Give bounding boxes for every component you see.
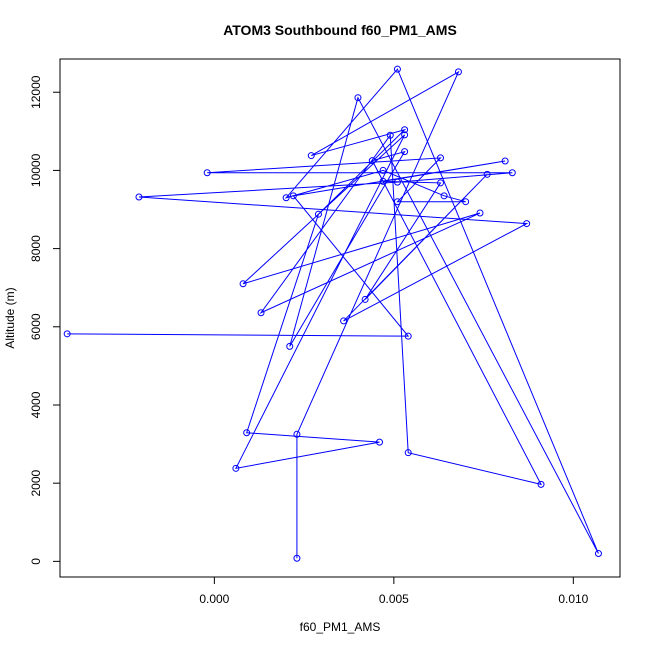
x-tick-label: 0.000 xyxy=(199,592,229,606)
data-point xyxy=(282,194,290,202)
data-point xyxy=(379,166,387,174)
data-point xyxy=(476,209,484,217)
data-point xyxy=(437,179,445,187)
data-point xyxy=(135,193,143,201)
series-line xyxy=(67,68,599,559)
data-point xyxy=(361,295,369,303)
data-point xyxy=(404,449,412,457)
y-tick-label: 8000 xyxy=(29,235,43,262)
series-layer xyxy=(63,65,602,562)
data-point xyxy=(454,68,462,76)
data-point xyxy=(354,94,362,102)
data-point xyxy=(63,330,71,338)
data-point xyxy=(437,154,445,162)
data-point xyxy=(393,198,401,206)
data-point xyxy=(462,198,470,206)
chart-title: ATOM3 Southbound f60_PM1_AMS xyxy=(223,22,457,38)
y-tick-label: 2000 xyxy=(29,470,43,497)
data-point xyxy=(594,550,602,558)
data-point xyxy=(401,148,409,156)
x-axis-label: f60_PM1_AMS xyxy=(300,620,381,634)
data-point xyxy=(508,169,516,177)
data-point xyxy=(393,178,401,186)
data-point xyxy=(379,177,387,185)
x-tick-label: 0.005 xyxy=(379,592,409,606)
data-point xyxy=(404,332,412,340)
data-point xyxy=(314,210,322,218)
data-point xyxy=(293,554,301,562)
data-point xyxy=(239,280,247,288)
data-point xyxy=(537,480,545,488)
y-tick-label: 12000 xyxy=(29,75,43,109)
y-tick-label: 6000 xyxy=(29,313,43,340)
data-point xyxy=(257,309,265,317)
data-point xyxy=(243,429,251,437)
x-axis: 0.000 0.005 0.010 xyxy=(199,576,589,606)
data-point xyxy=(440,192,448,200)
data-point xyxy=(386,131,394,139)
data-point xyxy=(203,169,211,177)
data-point xyxy=(340,317,348,325)
plot-frame xyxy=(59,58,621,578)
y-tick-label: 0 xyxy=(29,558,43,565)
data-point xyxy=(286,342,294,350)
data-point xyxy=(401,126,409,134)
data-point xyxy=(232,464,240,472)
data-point xyxy=(368,157,376,165)
data-point xyxy=(393,65,401,73)
data-point xyxy=(375,438,383,446)
data-point xyxy=(523,220,531,228)
data-point xyxy=(483,170,491,178)
y-axis: 0 2000 4000 6000 8000 10000 12000 xyxy=(29,75,60,565)
y-tick-label: 10000 xyxy=(29,153,43,187)
data-point xyxy=(289,192,297,200)
data-point xyxy=(307,152,315,160)
data-point xyxy=(501,157,509,165)
data-point xyxy=(401,131,409,139)
x-tick-label: 0.010 xyxy=(558,592,588,606)
y-tick-label: 4000 xyxy=(29,391,43,418)
y-axis-label: Altitude (m) xyxy=(3,287,17,348)
data-point xyxy=(293,430,301,438)
